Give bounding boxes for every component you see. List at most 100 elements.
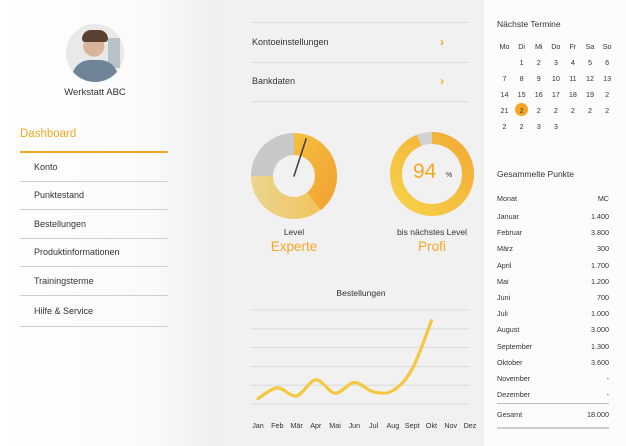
calendar-day[interactable]: 3 — [547, 59, 564, 66]
nav-item-trainingsterme[interactable]: Trainingsterme — [20, 267, 168, 296]
points-value: 700 — [597, 292, 609, 302]
calendar-day[interactable]: 2 — [581, 107, 598, 114]
calendar-day[interactable]: 3 — [530, 123, 547, 130]
calendar-day[interactable]: 2 — [513, 123, 530, 130]
calendar-day[interactable]: 15 — [513, 91, 530, 98]
nav-item-hilfe-service[interactable]: Hilfe & Service — [20, 296, 168, 327]
calendar-day-label: 12 — [586, 74, 595, 83]
calendar-day[interactable]: 2 — [530, 59, 547, 66]
calendar-day-label: 2 — [588, 106, 593, 115]
calendar-weekday: So — [602, 42, 612, 51]
calendar-day[interactable]: 3 — [547, 123, 564, 130]
chart-x-tick-label: Jul — [369, 421, 379, 430]
points-month: August — [497, 325, 520, 335]
calendar-day[interactable]: 19 — [581, 91, 598, 98]
calendar-day-label: 8 — [519, 74, 524, 83]
calendar-day[interactable]: 9 — [530, 75, 547, 82]
avatar[interactable] — [66, 24, 124, 82]
calendar-day[interactable]: 2 — [530, 107, 547, 114]
calendar-day[interactable]: 10 — [547, 75, 564, 82]
points-row: August 3.000 — [497, 325, 609, 341]
points-total-label: Gesamt — [497, 410, 523, 419]
bankdaten-label: Bankdaten — [252, 76, 296, 86]
calendar-day[interactable]: 18 — [564, 91, 581, 98]
calendar-day[interactable]: 2 — [599, 107, 616, 114]
divider — [497, 403, 609, 404]
points-value: 3.000 — [591, 325, 609, 335]
calendar-day[interactable]: 11 — [564, 75, 581, 82]
calendar-day[interactable]: 5 — [581, 59, 598, 66]
points-month: Januar — [497, 212, 519, 221]
calendar-weekday: Do — [551, 42, 561, 51]
calendar-day[interactable]: 21 — [496, 107, 513, 114]
nav-active-underline — [20, 151, 168, 153]
points-table: Januar 1.400 Februar 3.800 März 300 April 1.700… — [497, 212, 609, 406]
nav-item-dashboard[interactable]: Dashboard — [20, 128, 77, 140]
calendar-day-label: 2 — [570, 106, 575, 115]
calendar-week-row: 2 2 3 3 — [496, 123, 616, 139]
progress-percent: 94 — [413, 160, 437, 183]
calendar-day-label: 19 — [586, 90, 595, 99]
points-col-value: MC — [597, 194, 609, 203]
calendar-day[interactable]: 2 — [547, 107, 564, 114]
points-month: Oktober — [497, 357, 523, 367]
nav-item-punktestand[interactable]: Punktestand — [20, 182, 168, 210]
kontoeinstellungen-label: Kontoeinstellungen — [252, 37, 329, 47]
points-month: September — [497, 341, 533, 351]
kontoeinstellungen-row[interactable]: Kontoeinstellungen › — [252, 23, 468, 61]
nav-item-bestellungen[interactable]: Bestellungen — [20, 210, 168, 239]
chart-x-tick-label: Mai — [329, 421, 341, 430]
calendar-day-label: 2 — [536, 58, 541, 67]
calendar-day[interactable]: 2 — [599, 91, 616, 98]
calendar-day[interactable]: 8 — [513, 75, 530, 82]
points-col-month: Monat — [497, 194, 517, 203]
calendar-day[interactable]: 16 — [530, 91, 547, 98]
calendar-day[interactable]: 2 — [496, 123, 513, 130]
progress-value: Profi — [418, 239, 446, 254]
points-value: 1.000 — [591, 309, 609, 319]
calendar-day-label: 3 — [553, 122, 558, 131]
points-month: März — [497, 244, 513, 254]
points-month: Dezember — [497, 390, 531, 400]
chart-x-tick-label: Mär — [290, 421, 303, 430]
calendar-day-label: 2 — [502, 122, 507, 131]
points-row: September 1.300 — [497, 342, 609, 358]
points-header: Monat MC — [497, 194, 609, 203]
points-month: Juli — [497, 309, 508, 319]
calendar-day[interactable]: 4 — [564, 59, 581, 66]
nav-item-label: Trainingsterme — [34, 275, 94, 286]
calendar-day[interactable]: 14 — [496, 91, 513, 98]
calendar-day[interactable]: 1 — [513, 59, 530, 66]
calendar-day[interactable]: 7 — [496, 75, 513, 82]
calendar-day[interactable]: 2 — [564, 107, 581, 114]
chart-x-tick-label: Dez — [464, 421, 477, 430]
bankdaten-row[interactable]: Bankdaten › — [252, 62, 468, 100]
calendar-day-label: 3 — [553, 58, 558, 67]
calendar-day[interactable]: 12 — [581, 75, 598, 82]
points-row: Mai 1.200 — [497, 277, 609, 293]
nav-list: Konto Punktestand Bestellungen Produktin… — [20, 153, 168, 327]
calendar-day-selected[interactable]: 2 — [513, 103, 530, 116]
points-row: Januar 1.400 — [497, 212, 609, 228]
progress-gauge — [390, 132, 474, 216]
points-value: 1.200 — [591, 276, 609, 286]
points-row: Dezember - — [497, 390, 609, 406]
calendar-day-label: 16 — [534, 90, 543, 99]
points-month: Mai — [497, 276, 509, 286]
chart-x-tick-label: Jun — [349, 421, 361, 430]
calendar-day-label: 6 — [605, 58, 610, 67]
calendar-day[interactable]: 6 — [599, 59, 616, 66]
calendar-day[interactable]: 13 — [599, 75, 616, 82]
points-value: - — [606, 390, 609, 400]
main-content: Kontoeinstellungen › Bankdaten › Level E… — [218, 0, 484, 446]
calendar-day-label: 5 — [588, 58, 593, 67]
calendar-day[interactable]: 17 — [547, 91, 564, 98]
avatar-background — [108, 38, 120, 68]
nav-item-label: Punktestand — [34, 190, 85, 201]
nav-item-konto[interactable]: Konto — [20, 153, 168, 182]
calendar-day-label: 2 — [519, 106, 524, 115]
divider — [252, 22, 468, 23]
nav-item-produktinformationen[interactable]: Produktinformationen — [20, 239, 168, 267]
progress-percent-sign: % — [446, 172, 453, 179]
calendar-day-label: 7 — [502, 74, 507, 83]
